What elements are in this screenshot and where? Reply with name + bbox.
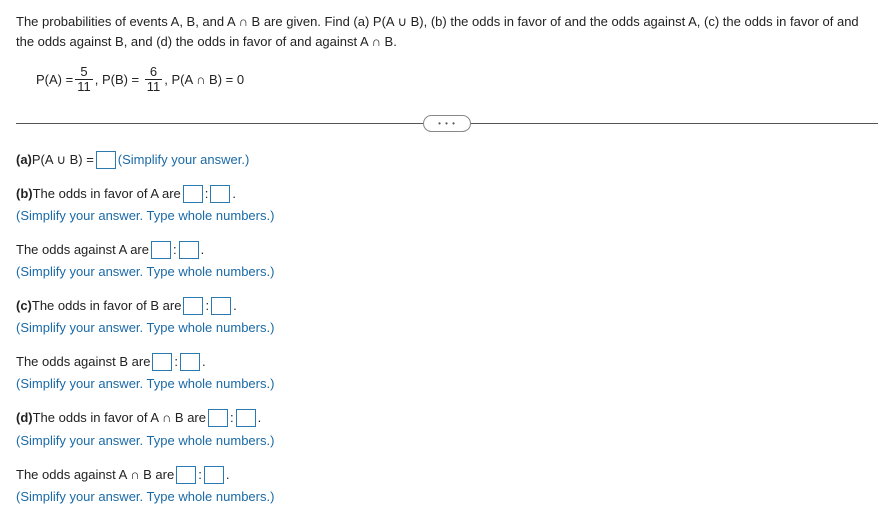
part-a-hint: (Simplify your answer.) [118,149,249,171]
given-equations: P(A) = 5 11 , P(B) = 6 11 , P(A ∩ B) = 0 [36,65,878,95]
part-d-favor-text: The odds in favor of A ∩ B are [33,407,206,429]
part-d-against-period: . [226,464,230,486]
pa-den: 11 [75,79,93,94]
part-c-against-period: . [202,351,206,373]
part-d-favor-sep: : [230,407,234,429]
part-b-against-hint: (Simplify your answer. Type whole number… [16,261,878,283]
part-b-against-period: . [201,239,205,261]
pb-fraction: 6 11 [145,65,163,95]
part-d-lead: (d) [16,407,33,429]
part-d-favor-hint: (Simplify your answer. Type whole number… [16,430,878,452]
part-c-against-sep: : [174,351,178,373]
part-d-against: The odds against A ∩ B are : . (Simplify… [16,464,878,508]
part-d-against-sep: : [198,464,202,486]
answer-input-a[interactable] [96,151,116,169]
pb-den: 11 [145,79,163,94]
part-d-against-hint: (Simplify your answer. Type whole number… [16,486,878,508]
answer-input-c-favor-2[interactable] [211,297,231,315]
pa-label: P(A) = [36,72,73,87]
answer-input-c-favor-1[interactable] [183,297,203,315]
part-c-favor-hint: (Simplify your answer. Type whole number… [16,317,878,339]
answer-input-b-against-2[interactable] [179,241,199,259]
part-d-favor: (d) The odds in favor of A ∩ B are : . (… [16,407,878,451]
problem-statement: The probabilities of events A, B, and A … [16,12,878,51]
part-c-against-text: The odds against B are [16,351,150,373]
part-c-favor-period: . [233,295,237,317]
answer-input-b-against-1[interactable] [151,241,171,259]
answer-input-c-against-1[interactable] [152,353,172,371]
pb-label: , P(B) = [95,72,139,87]
part-c-against-hint: (Simplify your answer. Type whole number… [16,373,878,395]
pb-num: 6 [148,65,159,79]
section-divider: • • • [16,115,878,131]
part-b-against: The odds against A are : . (Simplify you… [16,239,878,283]
pa-fraction: 5 11 [75,65,93,95]
part-d-favor-period: . [258,407,262,429]
answer-input-d-against-2[interactable] [204,466,224,484]
answer-input-d-favor-1[interactable] [208,409,228,427]
part-c-against: The odds against B are : . (Simplify you… [16,351,878,395]
part-b-against-sep: : [173,239,177,261]
answer-input-d-favor-2[interactable] [236,409,256,427]
part-c-favor: (c) The odds in favor of B are : . (Simp… [16,295,878,339]
pa-num: 5 [78,65,89,79]
pab-label: , P(A ∩ B) = 0 [164,72,244,87]
part-b-lead: (b) [16,183,33,205]
part-b-favor-sep: : [205,183,209,205]
answer-input-b-favor-1[interactable] [183,185,203,203]
part-b-favor-hint: (Simplify your answer. Type whole number… [16,205,878,227]
answer-input-c-against-2[interactable] [180,353,200,371]
part-b-favor-period: . [232,183,236,205]
part-b-against-text: The odds against A are [16,239,149,261]
part-c-favor-text: The odds in favor of B are [32,295,182,317]
answer-input-d-against-1[interactable] [176,466,196,484]
part-d-against-text: The odds against A ∩ B are [16,464,174,486]
part-c-favor-sep: : [205,295,209,317]
part-b-favor-text: The odds in favor of A are [33,183,181,205]
part-a-lead: (a) [16,149,32,171]
part-a: (a) P(A ∪ B) = (Simplify your answer.) [16,149,878,171]
part-a-text: P(A ∪ B) = [32,149,94,171]
part-b-favor: (b) The odds in favor of A are : . (Simp… [16,183,878,227]
answer-input-b-favor-2[interactable] [210,185,230,203]
expand-button[interactable]: • • • [423,115,471,132]
part-c-lead: (c) [16,295,32,317]
